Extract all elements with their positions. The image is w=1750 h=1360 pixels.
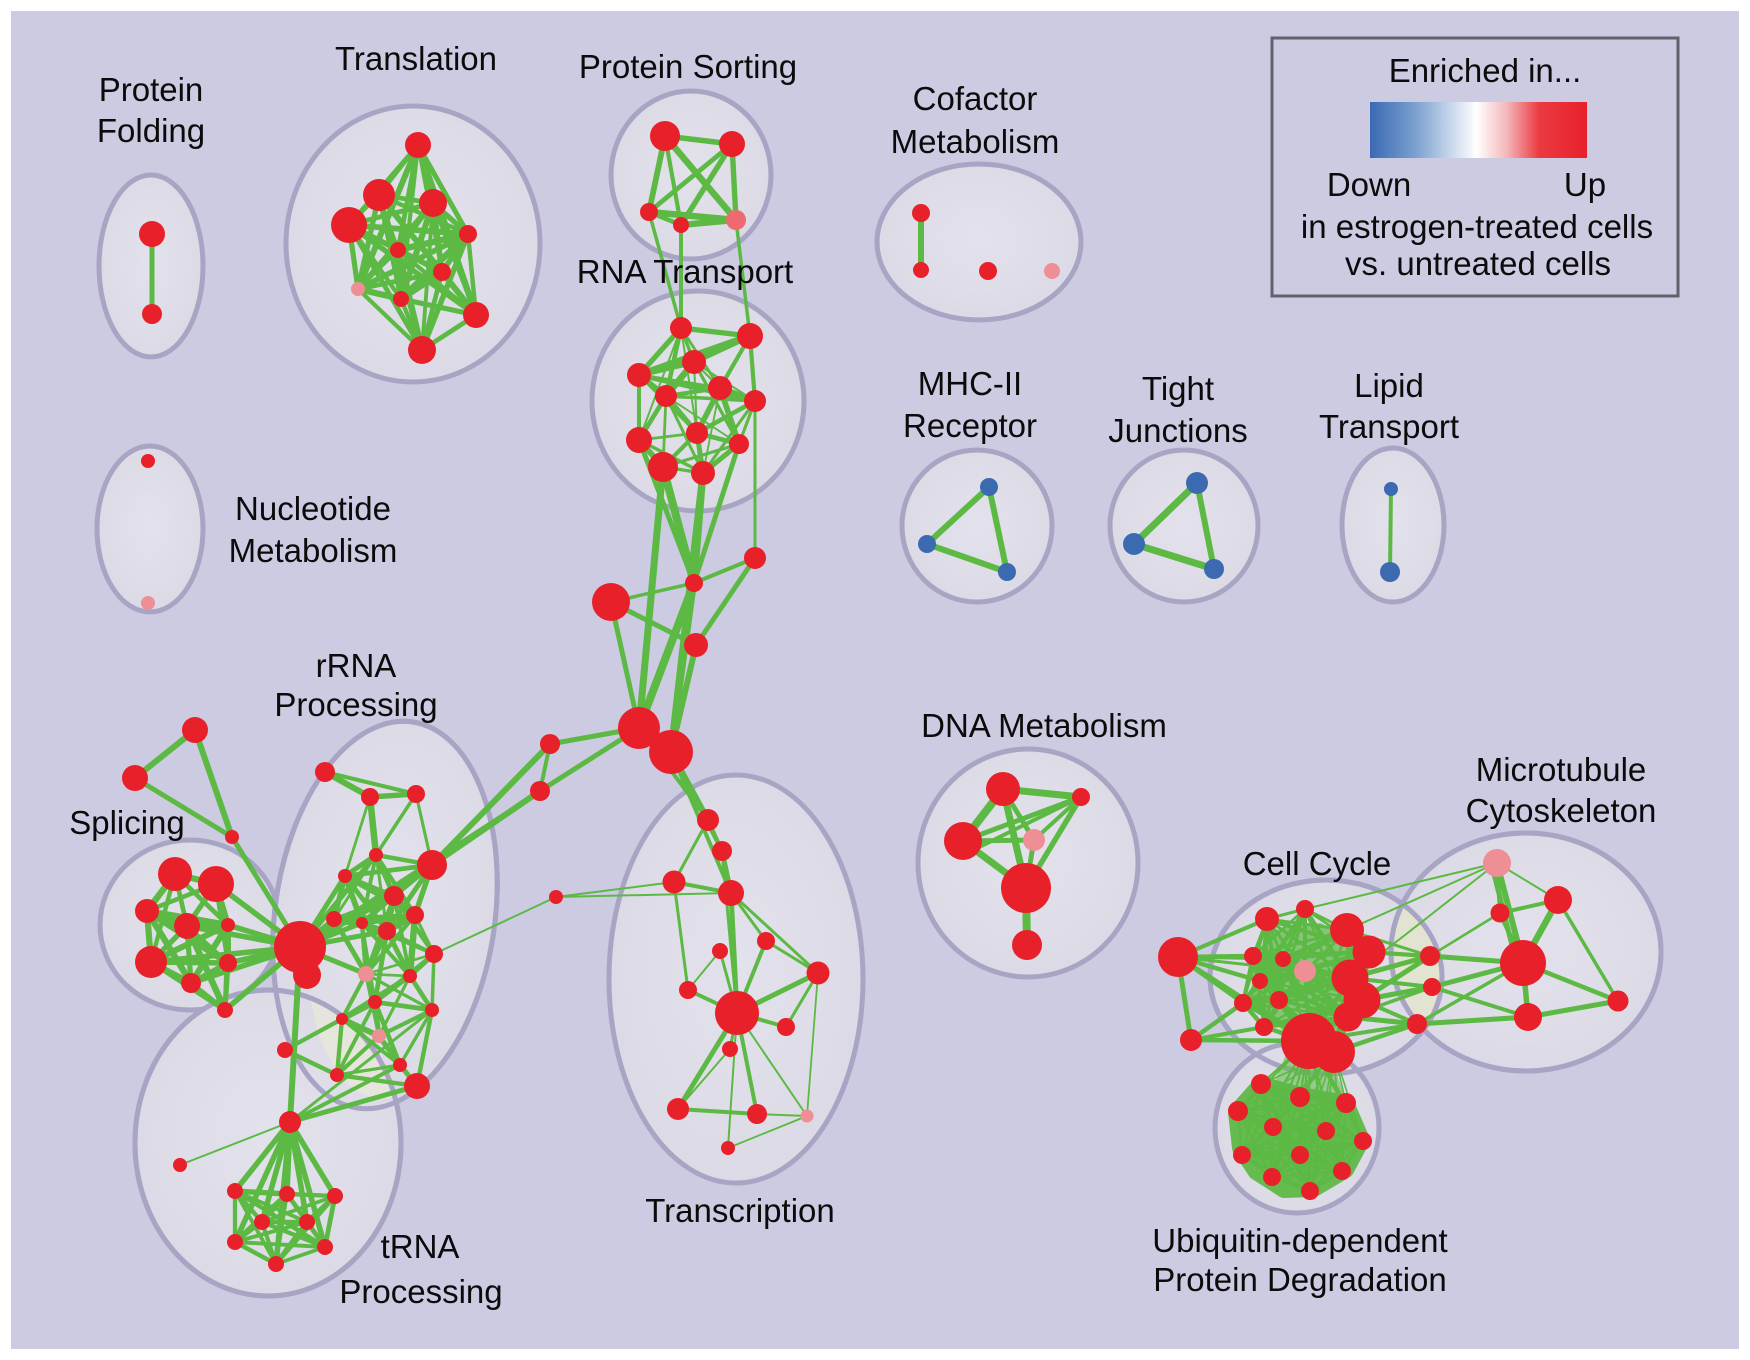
svg-text:DNA Metabolism: DNA Metabolism xyxy=(921,707,1167,744)
svg-text:Cell Cycle: Cell Cycle xyxy=(1243,845,1392,882)
svg-text:Protein: Protein xyxy=(99,71,204,108)
svg-text:RNA Transport: RNA Transport xyxy=(577,253,793,290)
svg-text:Splicing: Splicing xyxy=(69,804,185,841)
svg-text:Ubiquitin-dependent: Ubiquitin-dependent xyxy=(1152,1222,1447,1259)
svg-text:Processing: Processing xyxy=(274,686,437,723)
svg-text:Transport: Transport xyxy=(1319,408,1459,445)
svg-text:Enriched in...: Enriched in... xyxy=(1389,52,1582,89)
svg-text:Receptor: Receptor xyxy=(903,407,1037,444)
svg-text:Transcription: Transcription xyxy=(645,1192,835,1229)
svg-text:Protein Sorting: Protein Sorting xyxy=(579,48,797,85)
svg-text:rRNA: rRNA xyxy=(316,647,397,684)
svg-text:Protein Degradation: Protein Degradation xyxy=(1153,1261,1447,1298)
svg-text:Nucleotide: Nucleotide xyxy=(235,490,391,527)
svg-text:Processing: Processing xyxy=(339,1273,502,1310)
svg-text:Metabolism: Metabolism xyxy=(891,123,1060,160)
svg-text:Cytoskeleton: Cytoskeleton xyxy=(1466,792,1657,829)
svg-text:Microtubule: Microtubule xyxy=(1476,751,1647,788)
svg-text:Up: Up xyxy=(1564,166,1606,203)
svg-text:Folding: Folding xyxy=(97,112,205,149)
svg-text:Cofactor: Cofactor xyxy=(913,80,1038,117)
svg-text:Translation: Translation xyxy=(335,40,497,77)
svg-text:Lipid: Lipid xyxy=(1354,367,1424,404)
svg-text:MHC-II: MHC-II xyxy=(918,365,1022,402)
svg-text:in estrogen-treated cells: in estrogen-treated cells xyxy=(1301,208,1653,245)
svg-text:Down: Down xyxy=(1327,166,1411,203)
svg-text:vs. untreated cells: vs. untreated cells xyxy=(1345,245,1611,282)
svg-text:tRNA: tRNA xyxy=(381,1228,460,1265)
svg-text:Tight: Tight xyxy=(1142,370,1214,407)
svg-text:Metabolism: Metabolism xyxy=(229,532,398,569)
svg-text:Junctions: Junctions xyxy=(1108,412,1247,449)
